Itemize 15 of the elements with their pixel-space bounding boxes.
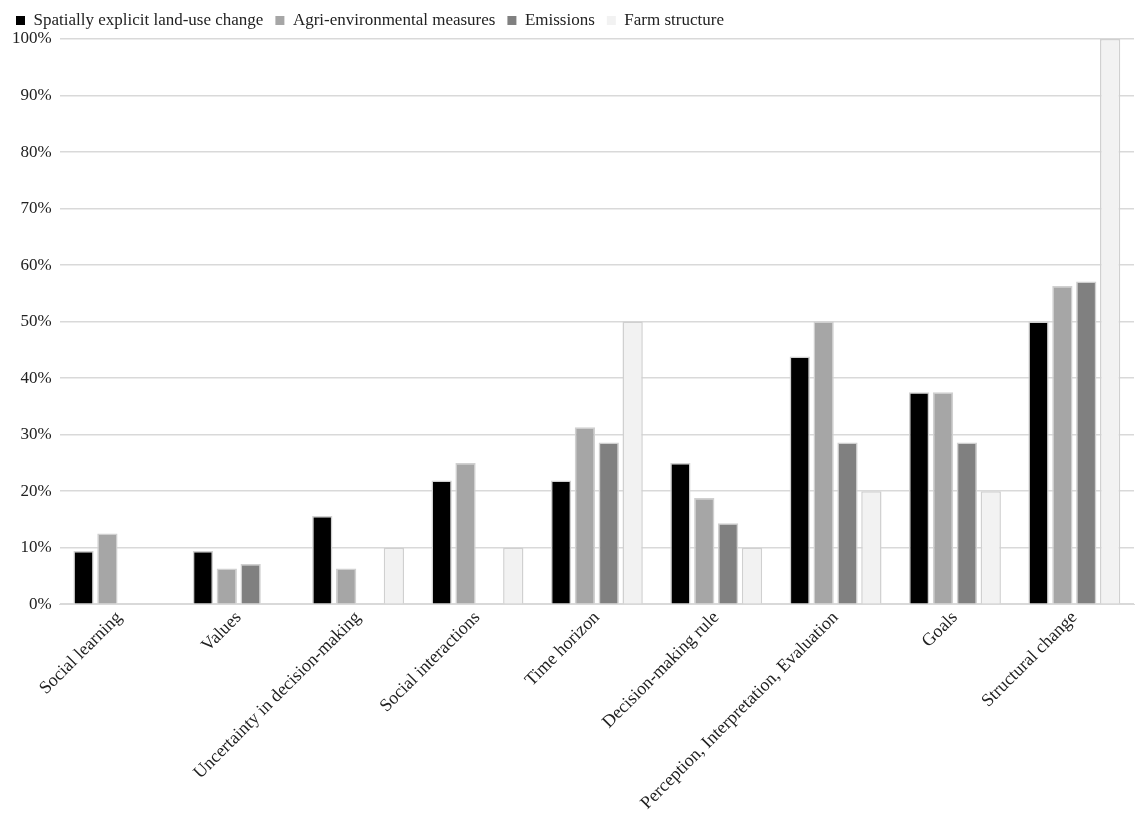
legend-label: Farm structure	[624, 9, 724, 29]
y-tick-label: 80%	[20, 141, 52, 161]
y-tick-label: 70%	[20, 198, 52, 218]
legend-label: Emissions	[524, 9, 595, 29]
legend-label: Spatially explicit land-use change	[33, 9, 264, 29]
y-tick-label: 40%	[20, 367, 52, 387]
y-tick-label: 90%	[20, 84, 52, 104]
y-tick-label: 100%	[11, 28, 52, 48]
y-tick-label: 20%	[20, 480, 52, 500]
y-tick-label: 10%	[20, 537, 52, 557]
y-tick-label: 60%	[20, 254, 52, 274]
legend-label: Agri-environmental measures	[292, 9, 496, 29]
y-tick-label: 0%	[28, 593, 52, 613]
y-tick-label: 30%	[20, 424, 52, 444]
y-tick-label: 50%	[20, 311, 52, 331]
